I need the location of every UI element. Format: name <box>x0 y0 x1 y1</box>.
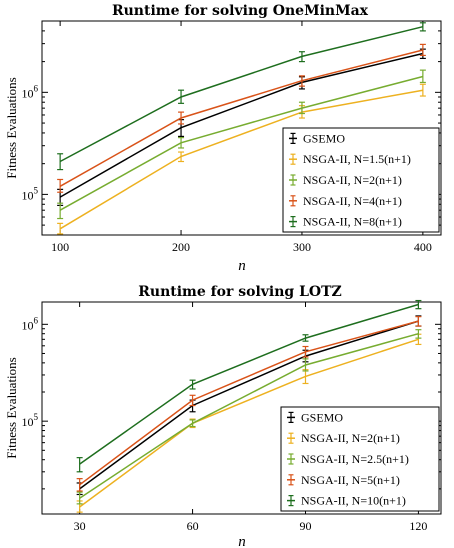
legend-label: NSGA-II, N=1.5(n+1) <box>303 152 411 166</box>
legend-label: NSGA-II, N=8(n+1) <box>303 215 402 229</box>
x-tick-label: 60 <box>187 519 199 533</box>
legend-label: NSGA-II, N=10(n+1) <box>301 494 406 508</box>
legend: GSEMO NSGA-II, N=2(n+1) NSGA-II, N=2.5(n+1… <box>280 406 440 512</box>
chart-panel-lotz: Runtime for solving LOTZ 30 60 90 120105106… <box>4 284 442 548</box>
series-2 <box>76 329 422 505</box>
series-1 <box>57 83 426 235</box>
y-tick-label: 105 <box>22 185 39 202</box>
legend-label: NSGA-II, N=2(n+1) <box>303 173 402 187</box>
legend-item: GSEMO <box>287 410 343 424</box>
tick-base: 10 <box>22 188 34 202</box>
y-tick-label: 106 <box>22 315 39 332</box>
series-4 <box>76 299 422 473</box>
chart-title: Runtime for solving LOTZ <box>138 284 342 300</box>
tick-exponent: 5 <box>34 185 39 195</box>
tick-base: 10 <box>22 415 34 429</box>
series-layer <box>76 299 422 513</box>
plot-area <box>41 20 442 236</box>
legend-label: NSGA-II, N=4(n+1) <box>303 194 402 208</box>
plot-area <box>41 301 442 515</box>
legend-label: GSEMO <box>301 410 343 424</box>
series-layer <box>57 22 426 235</box>
series-3 <box>76 316 422 492</box>
series-4 <box>57 22 426 171</box>
x-tick-label: 30 <box>74 519 86 533</box>
tick-base: 10 <box>22 86 34 100</box>
x-tick-label: 90 <box>299 519 311 533</box>
series-line <box>79 303 419 465</box>
series-line <box>79 338 419 508</box>
y-axis-label: Fitness Evaluations <box>4 357 19 458</box>
series-2 <box>57 69 426 220</box>
legend-item: NSGA-II, N=8(n+1) <box>289 215 402 229</box>
x-axis-label: n <box>238 534 246 548</box>
series-line <box>79 320 419 486</box>
series-line <box>79 320 419 490</box>
chart-panel-oneminmax: Runtime for solving OneMinMax 100 200 300 4… <box>4 3 442 274</box>
legend-item: NSGA-II, N=1.5(n+1) <box>289 152 411 166</box>
legend-label: GSEMO <box>303 131 345 145</box>
x-tick-label: 200 <box>172 240 190 254</box>
series-line <box>59 89 424 230</box>
legend-label: NSGA-II, N=5(n+1) <box>301 473 400 487</box>
y-tick-label: 106 <box>22 83 39 100</box>
legend-item: NSGA-II, N=2(n+1) <box>287 431 400 445</box>
x-tick-label: 120 <box>409 519 427 533</box>
x-tick-label: 400 <box>414 240 432 254</box>
tick-exponent: 6 <box>34 315 39 325</box>
legend-item: NSGA-II, N=2.5(n+1) <box>287 452 409 466</box>
tick-exponent: 5 <box>34 412 39 422</box>
legend-item: GSEMO <box>289 131 345 145</box>
legend-label: NSGA-II, N=2(n+1) <box>301 431 400 445</box>
legend-item: NSGA-II, N=10(n+1) <box>287 494 406 508</box>
y-axis-label: Fitness Evaluations <box>4 77 19 178</box>
legend-item: NSGA-II, N=5(n+1) <box>287 473 400 487</box>
series-line <box>59 75 424 211</box>
tick-base: 10 <box>22 318 34 332</box>
y-tick-label: 105 <box>22 412 39 429</box>
x-axis-label: n <box>238 258 246 274</box>
legend-item: NSGA-II, N=2(n+1) <box>289 173 402 187</box>
x-tick-label: 300 <box>293 240 311 254</box>
legend-label: NSGA-II, N=2.5(n+1) <box>301 452 409 466</box>
legend-box <box>280 406 440 512</box>
series-line <box>79 332 419 499</box>
series-line <box>59 52 424 198</box>
tick-exponent: 6 <box>34 83 39 93</box>
x-tick-label: 100 <box>51 240 69 254</box>
legend-box <box>282 127 440 233</box>
legend: GSEMO NSGA-II, N=1.5(n+1) NSGA-II, N=2(n+1… <box>282 127 440 233</box>
series-line <box>59 49 424 187</box>
series-3 <box>57 43 426 193</box>
series-line <box>59 25 424 163</box>
chart-title: Runtime for solving OneMinMax <box>112 3 369 19</box>
legend-item: NSGA-II, N=4(n+1) <box>289 194 402 208</box>
